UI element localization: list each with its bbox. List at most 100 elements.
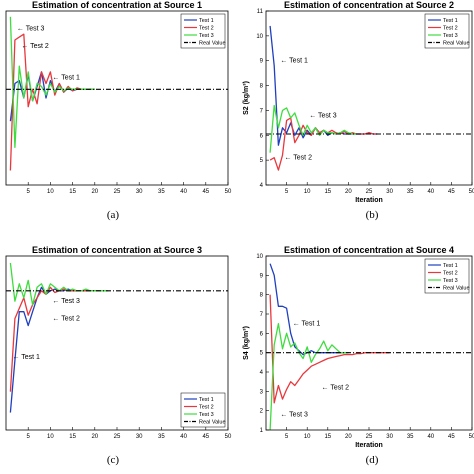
chart-title: Estimation of concentration at Source 1 (32, 0, 202, 10)
panel-a: Estimation of concentration at Source 1 5… (5, 0, 232, 221)
panel-c: Estimation of concentration at Source 3 5… (5, 245, 232, 466)
panel-caption: (c) (107, 454, 120, 466)
plot-frame (265, 10, 473, 186)
plot-frame (5, 10, 229, 186)
legend-label: Real Value (199, 41, 226, 47)
y-axis-label: S4 (kg/m³) (243, 326, 250, 360)
annotation-label: ← Test 1 (280, 58, 308, 65)
annotation-label: ← Test 2 (52, 316, 80, 323)
x-tick-label: 40 (427, 434, 434, 440)
y-tick-label: 2 (260, 409, 264, 415)
chart-title: Estimation of concentration at Source 2 (284, 0, 454, 10)
y-tick-label: 10 (256, 254, 263, 260)
x-tick-label: 10 (47, 189, 54, 195)
y-tick-label: 7 (260, 108, 264, 114)
x-tick-label: 15 (324, 434, 331, 440)
annotation-label: ← Test 2 (284, 155, 312, 162)
series-group (266, 263, 472, 430)
series-line-test-1 (269, 263, 349, 356)
series-line-test-2 (9, 286, 100, 392)
x-tick-label: 20 (345, 189, 352, 195)
x-tick-label: 45 (202, 434, 209, 440)
legend-label: Test 1 (199, 397, 214, 403)
x-tick-label: 45 (202, 189, 209, 195)
annotation-label: ← Test 3 (309, 112, 337, 119)
x-tick-label: 20 (91, 434, 98, 440)
series-group (6, 262, 228, 413)
y-tick-label: 6 (260, 133, 264, 139)
y-tick-label: 4 (260, 370, 264, 376)
annotation-label: ← Test 1 (293, 321, 321, 328)
chart-title: Estimation of concentration at Source 4 (284, 245, 454, 255)
x-tick-label: 5 (285, 189, 289, 195)
x-tick-label: 35 (407, 189, 414, 195)
x-tick-label: 35 (407, 434, 414, 440)
series-group (6, 16, 228, 171)
panel-b: Estimation of concentration at Source 2 5… (243, 0, 474, 221)
y-tick-label: 6 (260, 331, 264, 337)
x-tick-label: 50 (225, 189, 232, 195)
annotation-label: ← Test 3 (52, 298, 80, 305)
panel-caption: (d) (366, 454, 379, 466)
x-tick-label: 5 (27, 434, 31, 440)
annotation-label: ← Test 2 (322, 384, 350, 391)
series-group (266, 25, 472, 171)
x-tick-label: 30 (386, 434, 393, 440)
x-tick-label: 25 (366, 434, 373, 440)
y-tick-label: 9 (260, 273, 264, 279)
x-tick-label: 25 (114, 189, 121, 195)
legend-label: Test 2 (443, 26, 458, 32)
legend-label: Test 3 (199, 33, 214, 39)
x-axis-label: Iteration (355, 197, 383, 204)
legend-label: Test 2 (199, 405, 214, 411)
x-axis-label: Iteration (355, 442, 383, 449)
legend-label: Test 2 (443, 271, 458, 277)
legend-label: Test 3 (199, 412, 214, 418)
x-tick-label: 50 (469, 434, 474, 440)
x-tick-label: 50 (469, 189, 474, 195)
y-tick-label: 8 (260, 84, 264, 90)
x-tick-label: 5 (285, 434, 289, 440)
legend-label: Real Value (443, 41, 470, 47)
plot-frame (265, 255, 473, 431)
legend-label: Test 1 (443, 18, 458, 24)
legend-label: Test 3 (443, 278, 458, 284)
x-tick-label: 45 (448, 189, 455, 195)
x-tick-label: 35 (158, 189, 165, 195)
x-tick-label: 25 (366, 189, 373, 195)
annotation-label: ← Test 3 (17, 25, 45, 32)
annotation-label: ← Test 1 (52, 75, 80, 82)
y-tick-label: 9 (260, 59, 264, 65)
y-axis-label: S2 (kg/m³) (243, 81, 250, 115)
y-tick-label: 10 (256, 34, 263, 40)
x-tick-label: 15 (69, 434, 76, 440)
legend-box (180, 13, 226, 49)
x-tick-label: 15 (324, 189, 331, 195)
legend-label: Test 2 (199, 26, 214, 32)
panel-caption: (b) (366, 209, 379, 221)
x-tick-label: 40 (180, 189, 187, 195)
y-tick-label: 5 (260, 158, 264, 164)
x-tick-label: 35 (158, 434, 165, 440)
x-tick-label: 40 (427, 189, 434, 195)
legend-label: Test 1 (443, 263, 458, 269)
legend-label: Test 1 (199, 18, 214, 24)
series-line-test-3 (269, 104, 357, 153)
y-tick-label: 11 (257, 9, 264, 15)
x-tick-label: 30 (136, 434, 143, 440)
plot-frame (5, 255, 229, 431)
series-line-test-3 (269, 323, 349, 430)
y-tick-label: 3 (260, 389, 264, 395)
x-tick-label: 20 (91, 189, 98, 195)
x-tick-label: 50 (225, 434, 232, 440)
x-tick-label: 25 (114, 434, 121, 440)
x-tick-label: 45 (448, 434, 455, 440)
y-tick-label: 1 (260, 428, 264, 434)
x-tick-label: 10 (304, 434, 311, 440)
y-tick-label: 7 (260, 312, 264, 318)
